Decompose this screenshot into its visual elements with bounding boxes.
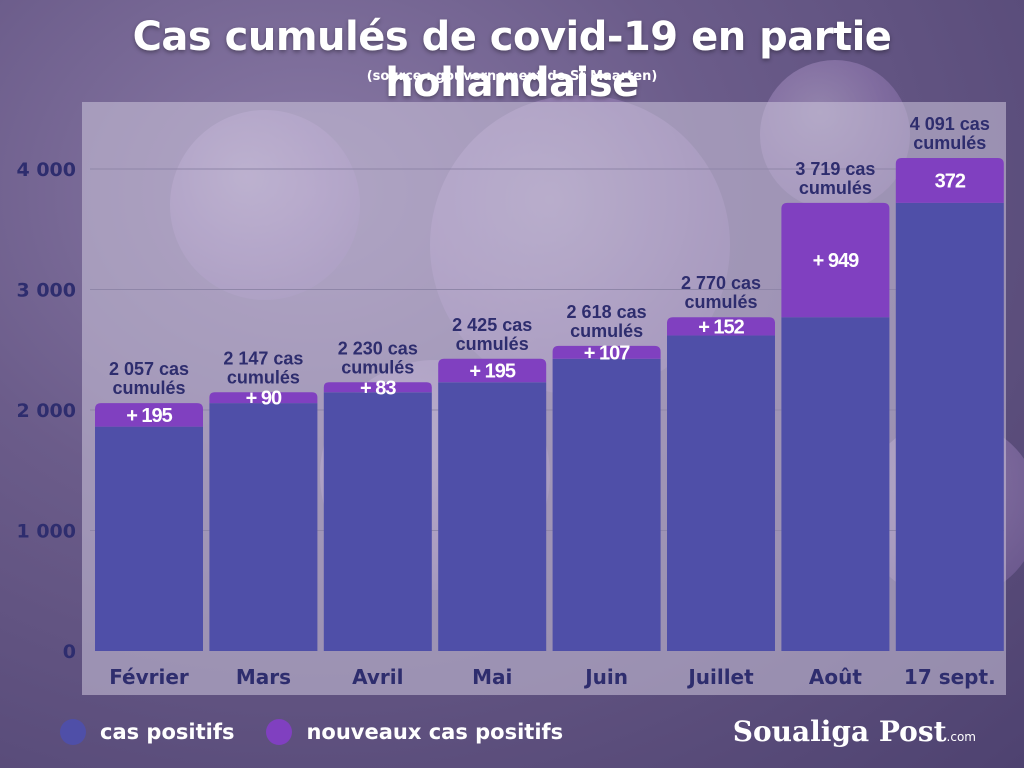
bar-cas-positifs: [209, 403, 318, 651]
bar-nouveaux-cas: [438, 358, 547, 383]
x-category-label: Février: [109, 665, 189, 689]
segment-value-label: + 152: [698, 316, 744, 338]
brand-suffix: .com: [946, 730, 976, 744]
x-category-label: 17 sept.: [904, 665, 996, 689]
chart-subtitle: (source : gouvernement de St Maarten): [366, 69, 658, 84]
bar-cas-positifs: [95, 426, 203, 651]
cumulative-label: 2 057 cas: [109, 359, 189, 379]
bar-nouveaux-cas: [209, 392, 318, 404]
cumulative-label: 4 091 cas: [910, 114, 990, 134]
cumulative-label: 2 230 cas: [338, 338, 418, 358]
cumulative-label: cumulés: [684, 292, 757, 312]
legend-item-nouveaux: nouveaux cas positifs: [266, 719, 563, 745]
y-tick-label: 3 000: [17, 280, 77, 302]
legend-label-cas-positifs: cas positifs: [100, 720, 235, 744]
cumulative-label: 2 147 cas: [223, 348, 303, 368]
bar-nouveaux-cas: [781, 202, 890, 318]
segment-value-label: + 90: [246, 388, 282, 410]
legend-swatch-cas-positifs: [60, 719, 86, 745]
cumulative-label: cumulés: [570, 321, 643, 341]
segment-value-label: + 195: [126, 405, 172, 427]
bar-nouveaux-cas: [95, 403, 203, 427]
legend-item-cas-positifs: cas positifs: [60, 719, 234, 745]
legend: cas positifs nouveaux cas positifs: [60, 719, 595, 745]
y-tick-label: 2 000: [17, 400, 77, 422]
y-tick-label: 0: [63, 641, 76, 663]
x-category-label: Mai: [472, 665, 512, 689]
legend-swatch-nouveaux: [266, 719, 293, 745]
chart-title: Cas cumulés de covid-19 en partie hollan…: [132, 14, 892, 106]
cumulative-label: cumulés: [799, 178, 872, 198]
legend-label-nouveaux: nouveaux cas positifs: [306, 720, 564, 744]
bar-nouveaux-cas: [323, 382, 432, 393]
cumulative-label: 2 425 cas: [452, 315, 532, 335]
x-category-label: Avril: [352, 665, 403, 689]
segment-value-label: + 83: [360, 377, 396, 399]
brand-logo: Soualiga Post.com: [733, 715, 976, 748]
bar-cas-positifs: [895, 202, 1004, 651]
bar-nouveaux-cas: [667, 317, 775, 336]
y-tick-label: 4 000: [17, 159, 77, 181]
segment-value-label: 372: [935, 170, 966, 192]
cumulative-label: 2 618 cas: [567, 302, 647, 322]
bar-cas-positifs: [667, 335, 775, 651]
cumulative-label: 2 770 cas: [681, 273, 761, 293]
brand-name: Soualiga Post: [732, 715, 947, 748]
bar-cas-positifs: [781, 317, 890, 651]
cumulative-label: cumulés: [341, 357, 414, 377]
cumulative-label: 3 719 cas: [795, 159, 875, 179]
cumulative-label: cumulés: [913, 133, 986, 153]
segment-value-label: + 949: [813, 250, 859, 272]
bar-cas-positifs: [323, 392, 432, 651]
segment-value-label: + 107: [584, 342, 630, 364]
cumulative-label: cumulés: [112, 378, 185, 398]
bar-nouveaux-cas: [552, 345, 661, 359]
bar-nouveaux-cas: [895, 158, 1004, 203]
x-category-label: Août: [809, 665, 862, 689]
cumulative-label: cumulés: [227, 367, 300, 387]
cumulative-label: cumulés: [456, 334, 529, 354]
x-category-label: Juin: [583, 665, 628, 689]
x-category-label: Juillet: [686, 665, 754, 689]
x-category-label: Mars: [236, 665, 291, 689]
segment-value-label: + 195: [469, 361, 515, 383]
bar-cas-positifs: [438, 382, 547, 651]
bar-cas-positifs: [552, 358, 661, 651]
y-tick-label: 1 000: [17, 521, 77, 543]
